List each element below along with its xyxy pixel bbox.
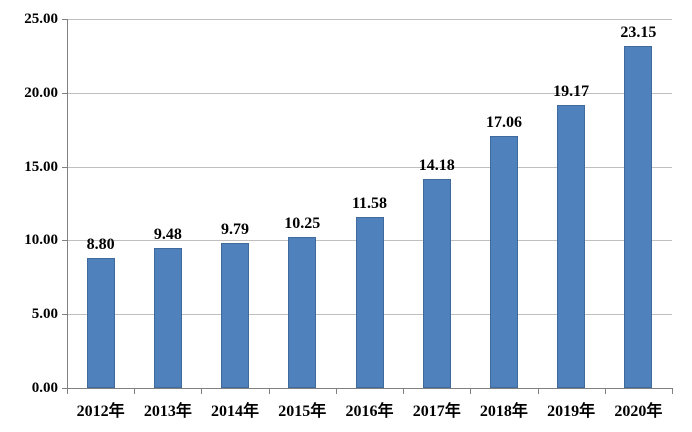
- bar-value-label: 23.15: [620, 24, 657, 41]
- y-axis-tick: [62, 166, 67, 168]
- x-axis-label: 2014年: [211, 403, 260, 420]
- bar-2016年: [355, 217, 384, 388]
- x-axis-label: 2017年: [412, 403, 461, 420]
- x-axis-tick: [672, 389, 673, 394]
- y-axis-label: 5.00: [31, 306, 58, 323]
- y-axis-line: [67, 19, 68, 388]
- bar-2019年: [557, 105, 586, 388]
- x-axis-label: 2020年: [614, 403, 663, 420]
- x-axis-tick: [403, 389, 405, 394]
- x-axis-tick: [335, 389, 337, 394]
- y-axis-tick: [62, 19, 67, 20]
- bar-value-label: 8.80: [86, 236, 115, 253]
- gridline: [67, 166, 672, 168]
- bar-2020年: [624, 46, 653, 388]
- y-axis-tick: [62, 314, 67, 316]
- y-axis-tick: [62, 388, 67, 389]
- plot-area: [67, 19, 672, 388]
- bar-2015年: [288, 237, 317, 388]
- x-axis-tick: [67, 389, 68, 394]
- y-axis-label: 15.00: [24, 158, 58, 175]
- gridline: [67, 19, 672, 20]
- x-axis-label: 2015年: [278, 403, 327, 420]
- bar-value-label: 9.48: [153, 226, 182, 243]
- bar-value-label: 9.79: [221, 221, 250, 238]
- bar-2017年: [422, 179, 451, 388]
- bar-value-label: 10.25: [284, 215, 321, 232]
- x-axis-tick: [268, 389, 270, 394]
- y-axis-label: 20.00: [24, 84, 58, 101]
- x-axis-tick: [470, 389, 472, 394]
- x-axis-label: 2019年: [547, 403, 596, 420]
- y-axis-label: 25.00: [24, 11, 58, 27]
- x-axis-line: [67, 388, 673, 389]
- y-axis-label: 0.00: [31, 380, 58, 396]
- y-axis-tick: [62, 92, 67, 94]
- x-axis-label: 2018年: [479, 403, 528, 420]
- x-axis-label: 2013年: [143, 403, 192, 420]
- bar-value-label: 19.17: [553, 83, 590, 100]
- y-axis-label: 10.00: [24, 232, 58, 249]
- bar-value-label: 17.06: [485, 114, 522, 131]
- x-axis-tick: [201, 389, 203, 394]
- bar-2018年: [489, 136, 518, 388]
- bar-2014年: [221, 243, 250, 388]
- gridline: [67, 92, 672, 94]
- bar-value-label: 11.58: [351, 195, 388, 212]
- bar-value-label: 14.18: [418, 157, 455, 174]
- bar-2012年: [86, 258, 115, 388]
- x-axis-tick: [604, 389, 606, 394]
- bar-2013年: [153, 248, 182, 388]
- x-axis-tick: [537, 389, 539, 394]
- x-axis-label: 2012年: [76, 403, 125, 420]
- y-axis-tick: [62, 240, 67, 242]
- x-axis-label: 2016年: [345, 403, 394, 420]
- x-axis-tick: [134, 389, 136, 394]
